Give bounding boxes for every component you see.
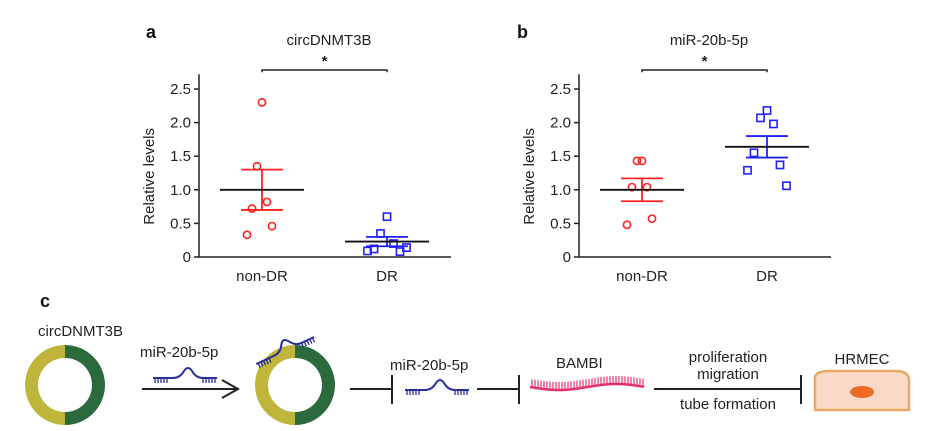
- significance-bracket: [261, 69, 388, 73]
- chart-circdnmt3b: circDNMT3B 0 0.5 1.0 1.5 2.0 2.5 Relative level…: [141, 32, 451, 285]
- y-tick-label: 1.5: [170, 148, 191, 165]
- data-point: [247, 204, 257, 214]
- data-point: [267, 221, 277, 231]
- mirna-base: [300, 342, 305, 348]
- data-point: [743, 165, 752, 175]
- mirna-strand: [255, 336, 315, 365]
- significance-label: *: [322, 53, 328, 70]
- inhibit-icon: [350, 375, 393, 404]
- data-point: [257, 98, 267, 107]
- mirna-strand: [153, 367, 217, 379]
- y-tick-label: 2.5: [550, 81, 571, 98]
- mirna-base: [311, 337, 316, 343]
- data-point: [376, 229, 385, 238]
- mirna-base: [306, 340, 310, 346]
- mirna-base: [268, 357, 272, 363]
- x-tick-label: non-DR: [616, 268, 668, 285]
- data-point: [252, 161, 262, 171]
- y-tick-label: 2.5: [170, 81, 191, 98]
- data-point: [363, 246, 372, 256]
- mir-label-1: miR-20b-5p: [140, 344, 218, 361]
- cell-icon: [813, 369, 911, 412]
- panel-label-b: b: [517, 22, 528, 42]
- x-tick-label: non-DR: [236, 268, 288, 285]
- panel-label-c: c: [40, 291, 50, 311]
- inhibit-icon: [654, 375, 802, 404]
- chart-title: miR-20b-5p: [670, 32, 748, 49]
- y-tick-label: 1.5: [550, 148, 571, 165]
- data-point: [749, 148, 759, 158]
- mirna-strand: [405, 379, 469, 391]
- data-point: [756, 113, 765, 123]
- y-tick-label: 0.5: [550, 215, 571, 232]
- x-tick-label: DR: [376, 268, 398, 285]
- mir-label-2: miR-20b-5p: [390, 357, 468, 374]
- panel-label-a: a: [146, 22, 157, 42]
- mirna-base: [257, 362, 261, 369]
- bambi-label: BAMBI: [556, 355, 603, 372]
- mirna-base: [260, 361, 264, 367]
- mirna-icon: [405, 379, 469, 395]
- data-point: [762, 106, 772, 115]
- y-tick-label: 2.0: [170, 115, 191, 132]
- y-tick-label: 0: [183, 249, 191, 266]
- circrna-bound-icon: [255, 345, 335, 425]
- data-point: [402, 243, 411, 252]
- mirna-base: [265, 359, 269, 365]
- data-point: [632, 156, 642, 166]
- mrna-icon: [529, 376, 645, 392]
- x-tick-label: DR: [756, 268, 778, 285]
- data-point: [627, 182, 637, 192]
- y-tick-label: 2.0: [550, 115, 571, 132]
- mechanism-diagram: circDNMT3B miR-20b-5p miR-20b-5p BAMBI p…: [25, 323, 911, 425]
- mrna-strand: [529, 382, 645, 392]
- y-tick-label: 0: [563, 249, 571, 266]
- data-point: [642, 182, 652, 192]
- data-point: [782, 181, 791, 191]
- circrna-icon: [25, 345, 105, 425]
- chart-mir20b: miR-20b-5p 0 0.5 1.0 1.5 2.0 2.5 Relative level…: [521, 32, 831, 285]
- mirna-base: [303, 341, 307, 347]
- cell-label: HRMEC: [835, 351, 890, 368]
- data-point: [382, 212, 392, 222]
- circ-label: circDNMT3B: [38, 323, 123, 340]
- mirna-icon: [153, 367, 217, 383]
- data-point: [622, 220, 632, 230]
- y-axis-label: Relative levels: [521, 128, 538, 225]
- significance-bracket: [641, 69, 768, 73]
- nucleus-icon: [850, 386, 874, 398]
- inhibit-icon: [477, 375, 520, 404]
- data-point: [262, 197, 272, 207]
- data-point: [775, 160, 785, 170]
- significance-label: *: [702, 53, 708, 70]
- effect-proliferation: proliferation: [689, 349, 767, 366]
- y-tick-label: 1.0: [170, 182, 191, 199]
- data-point: [647, 214, 657, 224]
- y-tick-label: 1.0: [550, 182, 571, 199]
- data-point: [637, 156, 647, 166]
- y-tick-label: 0.5: [170, 215, 191, 232]
- data-point: [769, 119, 778, 129]
- data-point: [242, 230, 252, 240]
- effect-tube-formation: tube formation: [680, 396, 776, 413]
- chart-title: circDNMT3B: [287, 32, 372, 49]
- bound-mirna-icon: [255, 336, 316, 369]
- effect-migration: migration: [697, 366, 759, 383]
- y-axis-label: Relative levels: [141, 128, 158, 225]
- mirna-base: [262, 360, 267, 366]
- arrow-icon: [142, 379, 241, 399]
- data-point: [389, 239, 398, 248]
- mirna-base: [309, 338, 313, 344]
